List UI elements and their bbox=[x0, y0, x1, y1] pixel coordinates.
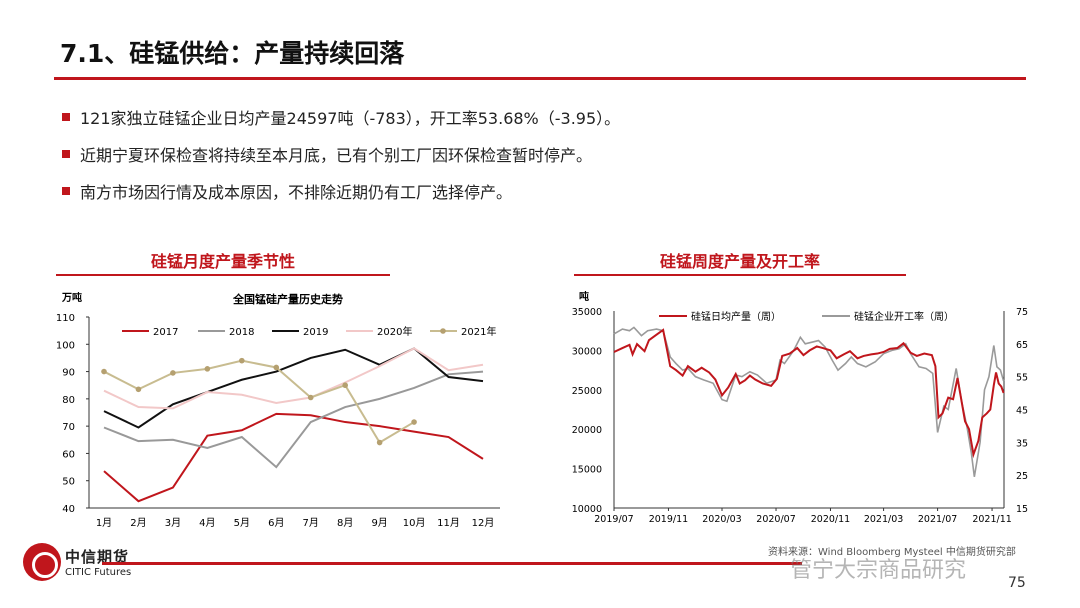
series-line-2019 bbox=[103, 347, 484, 429]
y2-tick-label: 25 bbox=[1016, 471, 1028, 482]
bullet-list: 121家独立硅锰企业日均产量24597吨（-783），开工率53.68%（-3.… bbox=[62, 98, 620, 209]
series-line-硅锰日均产量（周） bbox=[613, 328, 1005, 459]
chart-title: 全国锰硅产量历史走势 bbox=[232, 292, 343, 306]
left-chart-header: 硅锰月度产量季节性 bbox=[56, 248, 390, 276]
x-tick-label: 7月 bbox=[303, 517, 319, 529]
x-tick-label: 4月 bbox=[199, 517, 215, 529]
data-point bbox=[135, 386, 142, 393]
x-tick-label: 11月 bbox=[437, 517, 460, 529]
x-tick-label: 2021/11 bbox=[972, 514, 1011, 525]
data-point bbox=[273, 364, 280, 371]
legend-label: 2020年 bbox=[377, 325, 412, 338]
series-line-2017 bbox=[103, 412, 484, 503]
y2-tick-label: 55 bbox=[1016, 373, 1028, 384]
x-tick-label: 5月 bbox=[234, 517, 250, 529]
x-tick-label: 9月 bbox=[371, 517, 387, 529]
citic-logo: 中信期货 CITIC Futures bbox=[23, 543, 131, 581]
data-point bbox=[307, 394, 314, 401]
x-tick-label: 2月 bbox=[130, 517, 146, 529]
legend-label: 硅锰企业开工率（周） bbox=[854, 310, 954, 323]
x-tick-label: 2020/03 bbox=[702, 514, 741, 525]
citic-logo-icon bbox=[23, 543, 61, 581]
x-tick-label: 2020/11 bbox=[811, 514, 850, 525]
x-tick-label: 6月 bbox=[268, 517, 284, 529]
data-point bbox=[101, 368, 107, 375]
bullet-square-icon bbox=[62, 149, 70, 158]
x-tick-label: 10月 bbox=[403, 517, 426, 529]
y2-tick-label: 65 bbox=[1016, 340, 1028, 351]
data-point bbox=[411, 419, 417, 425]
x-tick-label: 2021/03 bbox=[864, 514, 903, 525]
legend-label: 2018 bbox=[229, 327, 254, 338]
logo-en-text: CITIC Futures bbox=[65, 567, 132, 578]
y-tick-label: 100 bbox=[56, 340, 75, 351]
bullet-item: 121家独立硅锰企业日均产量24597吨（-783），开工率53.68%（-3.… bbox=[62, 98, 620, 135]
logo-cn-text: 中信期货 bbox=[65, 548, 130, 566]
y-tick-label: 80 bbox=[62, 395, 75, 406]
y-axis-unit: 万吨 bbox=[61, 291, 82, 304]
y2-tick-label: 45 bbox=[1016, 406, 1028, 417]
data-point bbox=[239, 357, 245, 364]
y-tick-label: 35000 bbox=[572, 307, 602, 318]
x-tick-label: 3月 bbox=[165, 517, 181, 529]
data-point bbox=[170, 370, 176, 376]
legend-label: 硅锰日均产量（周） bbox=[691, 310, 781, 323]
bullet-text: 近期宁夏环保检查将持续至本月底，已有个别工厂因环保检查暂时停产。 bbox=[80, 145, 593, 165]
watermark: 管宁大宗商品研究 bbox=[790, 558, 967, 583]
y-tick-label: 90 bbox=[62, 368, 75, 379]
legend-label: 2019 bbox=[303, 327, 328, 338]
data-point bbox=[204, 366, 211, 372]
source-note: 资料来源：Wind Bloomberg Mysteel 中信期货研究部 bbox=[768, 547, 1016, 558]
series-line-2018 bbox=[103, 370, 484, 469]
right-chart-header: 硅锰周度产量及开工率 bbox=[574, 248, 906, 276]
y2-tick-label: 75 bbox=[1016, 307, 1028, 318]
data-point bbox=[376, 439, 383, 446]
x-tick-label: 2019/11 bbox=[649, 514, 688, 525]
legend-label: 2021年 bbox=[461, 325, 496, 338]
bullet-text: 121家独立硅锰企业日均产量24597吨（-783），开工率53.68%（-3.… bbox=[80, 108, 621, 128]
bullet-text: 南方市场因行情及成本原因，不排除近期仍有工厂选择停产。 bbox=[80, 182, 513, 202]
bullet-square-icon bbox=[62, 186, 70, 195]
x-tick-label: 12月 bbox=[472, 517, 495, 529]
x-tick-label: 2020/07 bbox=[756, 514, 795, 525]
y-tick-label: 50 bbox=[62, 477, 75, 488]
y-tick-label: 110 bbox=[56, 313, 75, 324]
y-tick-label: 60 bbox=[62, 449, 75, 460]
legend-label: 2017 bbox=[153, 327, 178, 338]
legend-marker bbox=[440, 328, 446, 334]
y-tick-label: 30000 bbox=[572, 346, 602, 357]
x-tick-label: 2019/07 bbox=[594, 514, 633, 525]
bullet-item: 南方市场因行情及成本原因，不排除近期仍有工厂选择停产。 bbox=[62, 172, 620, 209]
y-tick-label: 15000 bbox=[572, 465, 602, 476]
y-tick-label: 10000 bbox=[572, 504, 602, 515]
series-line-2020年 bbox=[103, 347, 484, 410]
series-line-2021年 bbox=[103, 359, 415, 444]
bullet-square-icon bbox=[62, 112, 70, 121]
data-point bbox=[342, 382, 348, 389]
y-tick-label: 25000 bbox=[572, 386, 602, 397]
footer-divider bbox=[102, 562, 802, 565]
y2-tick-label: 35 bbox=[1016, 438, 1028, 449]
y2-tick-label: 15 bbox=[1016, 504, 1028, 515]
bullet-item: 近期宁夏环保检查将持续至本月底，已有个别工厂因环保检查暂时停产。 bbox=[62, 135, 620, 172]
y-tick-label: 20000 bbox=[572, 425, 602, 436]
x-tick-label: 1月 bbox=[96, 517, 112, 529]
y-tick-label: 70 bbox=[62, 422, 75, 433]
y-tick-label: 40 bbox=[62, 504, 75, 515]
x-tick-label: 8月 bbox=[337, 517, 353, 529]
y-axis-unit: 吨 bbox=[579, 290, 589, 303]
x-tick-label: 2021/07 bbox=[918, 514, 957, 525]
page-number: 75 bbox=[1008, 575, 1026, 591]
title-divider bbox=[54, 77, 1026, 80]
page-title: 7.1、硅锰供给：产量持续回落 bbox=[60, 39, 405, 68]
